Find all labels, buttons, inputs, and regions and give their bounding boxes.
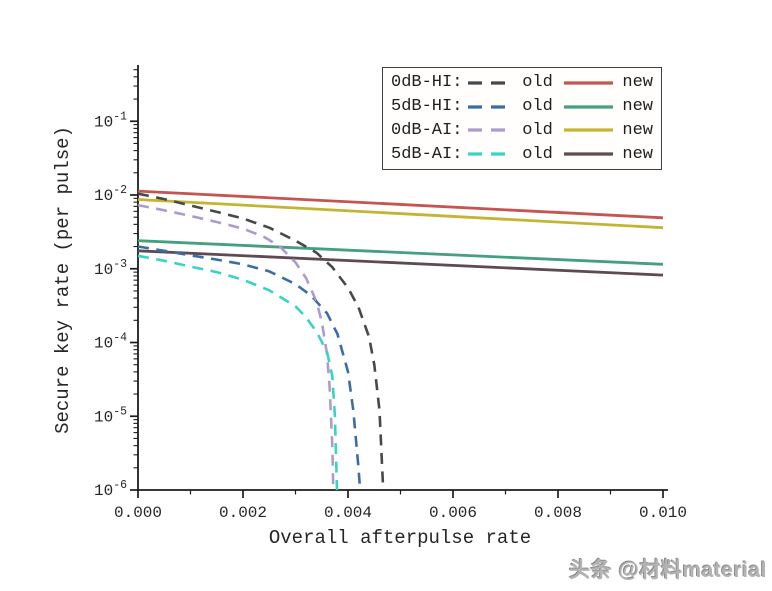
series-5db-hi-new	[137, 239, 664, 266]
y-axis-title: Secure key rate (per pulse)	[52, 126, 74, 434]
legend-row-0dbai: 0dB-AI: old new	[391, 122, 653, 139]
legend-old-label: old	[522, 144, 553, 164]
y-tick-label: 10-6	[94, 479, 127, 500]
legend: 0dB-HI: old new 5dB-HI: old new 0dB-AI: old new 5…	[382, 67, 662, 170]
x-tick-label: 0.004	[324, 504, 372, 522]
series-0db-ai-new	[137, 198, 664, 230]
watermark: 头条 @材料material	[569, 559, 767, 582]
legend-solid-line-sample-icon	[563, 105, 614, 109]
legend-old-label: old	[522, 97, 553, 117]
x-tick-label: 0.000	[114, 504, 162, 522]
legend-new-label: new	[622, 144, 653, 164]
y-tick-label: 10-1	[94, 110, 127, 131]
legend-dashed-line-sample-icon	[467, 81, 514, 85]
series-0db-hi-old	[137, 192, 385, 491]
legend-new-label: new	[622, 97, 653, 117]
series-5db-ai-old	[137, 254, 339, 491]
x-tick-label: 0.010	[639, 504, 687, 522]
legend-solid-line-sample-icon	[563, 152, 614, 156]
series-0db-hi-new	[137, 189, 664, 220]
legend-solid-line-sample-icon	[563, 81, 614, 85]
legend-new-label: new	[622, 73, 653, 93]
y-tick-label: 10-3	[94, 258, 127, 279]
series-0db-ai-old	[137, 203, 335, 491]
legend-series-label: 0dB-HI:	[391, 73, 463, 93]
x-tick-label: 0.008	[534, 504, 582, 522]
x-axis-title: Overall afterpulse rate	[268, 527, 532, 549]
legend-series-label: 0dB-AI:	[391, 120, 463, 140]
legend-dashed-line-sample-icon	[467, 128, 514, 132]
legend-row-0dbhi: 0dB-HI: old new	[391, 74, 653, 91]
x-tick-label: 0.002	[219, 504, 267, 522]
x-tick-label: 0.006	[429, 504, 477, 522]
legend-new-label: new	[622, 120, 653, 140]
legend-solid-line-sample-icon	[563, 128, 614, 132]
y-tick-label: 10-2	[94, 184, 127, 205]
series-5db-ai-new	[137, 249, 664, 277]
y-tick-label: 10-5	[94, 405, 127, 426]
legend-old-label: old	[522, 120, 553, 140]
y-tick-label: 10-4	[94, 332, 127, 353]
legend-old-label: old	[522, 73, 553, 93]
legend-row-5dbhi: 5dB-HI: old new	[391, 98, 653, 115]
legend-series-label: 5dB-HI:	[391, 97, 463, 117]
series-5db-hi-old	[137, 245, 362, 491]
legend-dashed-line-sample-icon	[467, 152, 514, 156]
legend-row-5dbai: 5dB-AI: old new	[391, 146, 653, 163]
legend-series-label: 5dB-AI:	[391, 144, 463, 164]
legend-dashed-line-sample-icon	[467, 105, 514, 109]
